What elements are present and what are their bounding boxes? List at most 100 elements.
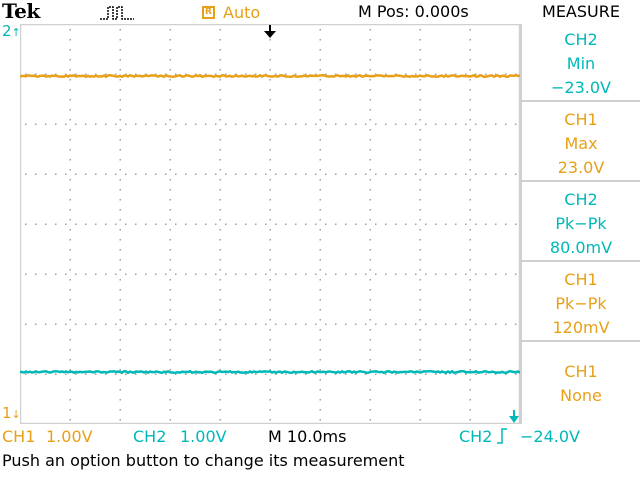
- grid-dot: [319, 299, 321, 301]
- grid-dot: [25, 173, 27, 175]
- grid-dot: [325, 373, 327, 375]
- grid-dot: [255, 373, 257, 375]
- grid-dot: [335, 273, 337, 275]
- grid-dot: [255, 173, 257, 175]
- grid-dot: [445, 173, 447, 175]
- grid-dot: [235, 373, 237, 375]
- grid-dot: [419, 89, 421, 91]
- grid-dot: [215, 123, 217, 125]
- grid-dot: [345, 173, 347, 175]
- grid-dot: [469, 149, 471, 151]
- measurement-channel: CH1: [564, 270, 598, 289]
- grid-dot: [169, 369, 171, 371]
- grid-dot: [319, 229, 321, 231]
- grid-dot: [65, 123, 67, 125]
- grid-dot: [255, 323, 257, 325]
- ch1-waveform-trace: [20, 73, 520, 79]
- grid-dot: [469, 199, 471, 201]
- trigger-position-icon: [264, 31, 276, 38]
- grid-dot: [515, 123, 517, 125]
- grid-dot: [415, 173, 417, 175]
- grid-dot: [169, 199, 171, 201]
- grid-dot: [219, 49, 221, 51]
- trigger-status: R Auto: [202, 2, 260, 22]
- grid-dot: [219, 149, 221, 151]
- grid-dot: [35, 73, 37, 75]
- grid-dot: [225, 323, 227, 325]
- grid-dot: [345, 123, 347, 125]
- grid-dot: [515, 373, 517, 375]
- grid-dot: [25, 273, 27, 275]
- grid-dot: [369, 319, 371, 321]
- grid-dot: [175, 373, 177, 375]
- grid-dot: [269, 409, 271, 411]
- grid-dot: [69, 269, 71, 271]
- grid-dot: [469, 409, 471, 411]
- grid-dot: [319, 389, 321, 391]
- grid-dot: [369, 189, 371, 191]
- grid-dot: [369, 369, 371, 371]
- grid-dot: [75, 73, 77, 75]
- grid-dot: [395, 173, 397, 175]
- grid-dot: [375, 223, 377, 225]
- grid-dot: [119, 149, 121, 151]
- grid-dot: [319, 119, 321, 121]
- measurement-slot-2[interactable]: CH1 Max 23.0V: [522, 104, 640, 182]
- measurement-slot-4[interactable]: CH1 Pk−Pk 120mV: [522, 264, 640, 342]
- grid-dot: [369, 159, 371, 161]
- grid-dot: [195, 373, 197, 375]
- grid-dot: [319, 309, 321, 311]
- grid-dot: [419, 179, 421, 181]
- grid-dot: [69, 309, 71, 311]
- grid-dot: [119, 229, 121, 231]
- grid-dot: [69, 339, 71, 341]
- grid-dot: [219, 249, 221, 251]
- grid-dot: [69, 149, 71, 151]
- grid-dot: [319, 59, 321, 61]
- measurement-slot-5[interactable]: CH1 None: [522, 344, 640, 422]
- grid-dot: [119, 79, 121, 81]
- grid-dot: [469, 289, 471, 291]
- grid-dot: [219, 289, 221, 291]
- measurement-slot-1[interactable]: CH2 Min −23.0V: [522, 24, 640, 102]
- grid-dot: [35, 123, 37, 125]
- measurement-value: 80.0mV: [549, 238, 613, 257]
- ch2-ground-marker[interactable]: 2↑: [2, 22, 21, 40]
- grid-dot: [305, 173, 307, 175]
- grid-dot: [219, 349, 221, 351]
- grid-dot: [419, 349, 421, 351]
- grid-dot: [419, 49, 421, 51]
- grid-dot: [69, 399, 71, 401]
- grid-dot: [119, 119, 121, 121]
- grid-dot: [315, 273, 317, 275]
- grid-dot: [69, 199, 71, 201]
- measurement-slot-3[interactable]: CH2 Pk−Pk 80.0mV: [522, 184, 640, 262]
- ch2-waveform-trace: [20, 369, 520, 375]
- grid-dot: [455, 123, 457, 125]
- grid-dot: [175, 323, 177, 325]
- grid-dot: [169, 399, 171, 401]
- grid-dot: [319, 169, 321, 171]
- grid-dot: [469, 259, 471, 261]
- grid-dot: [419, 309, 421, 311]
- grid-dot: [85, 73, 87, 75]
- grid-dot: [335, 123, 337, 125]
- grid-dot: [119, 269, 121, 271]
- grid-dot: [35, 173, 37, 175]
- grid-dot: [319, 359, 321, 361]
- grid-dot: [395, 323, 397, 325]
- grid-dot: [269, 299, 271, 301]
- ch1-ground-marker[interactable]: 1↓: [2, 404, 21, 422]
- grid-dot: [419, 299, 421, 301]
- grid-dot: [165, 173, 167, 175]
- grid-dot: [169, 269, 171, 271]
- grid-dot: [69, 369, 71, 371]
- grid-dot: [369, 199, 371, 201]
- grid-dot: [445, 273, 447, 275]
- grid-dot: [345, 73, 347, 75]
- grid-dot: [85, 273, 87, 275]
- grid-dot: [69, 319, 71, 321]
- measurement-value: 120mV: [552, 318, 610, 337]
- grid-dot: [205, 173, 207, 175]
- grid-dot: [125, 223, 127, 225]
